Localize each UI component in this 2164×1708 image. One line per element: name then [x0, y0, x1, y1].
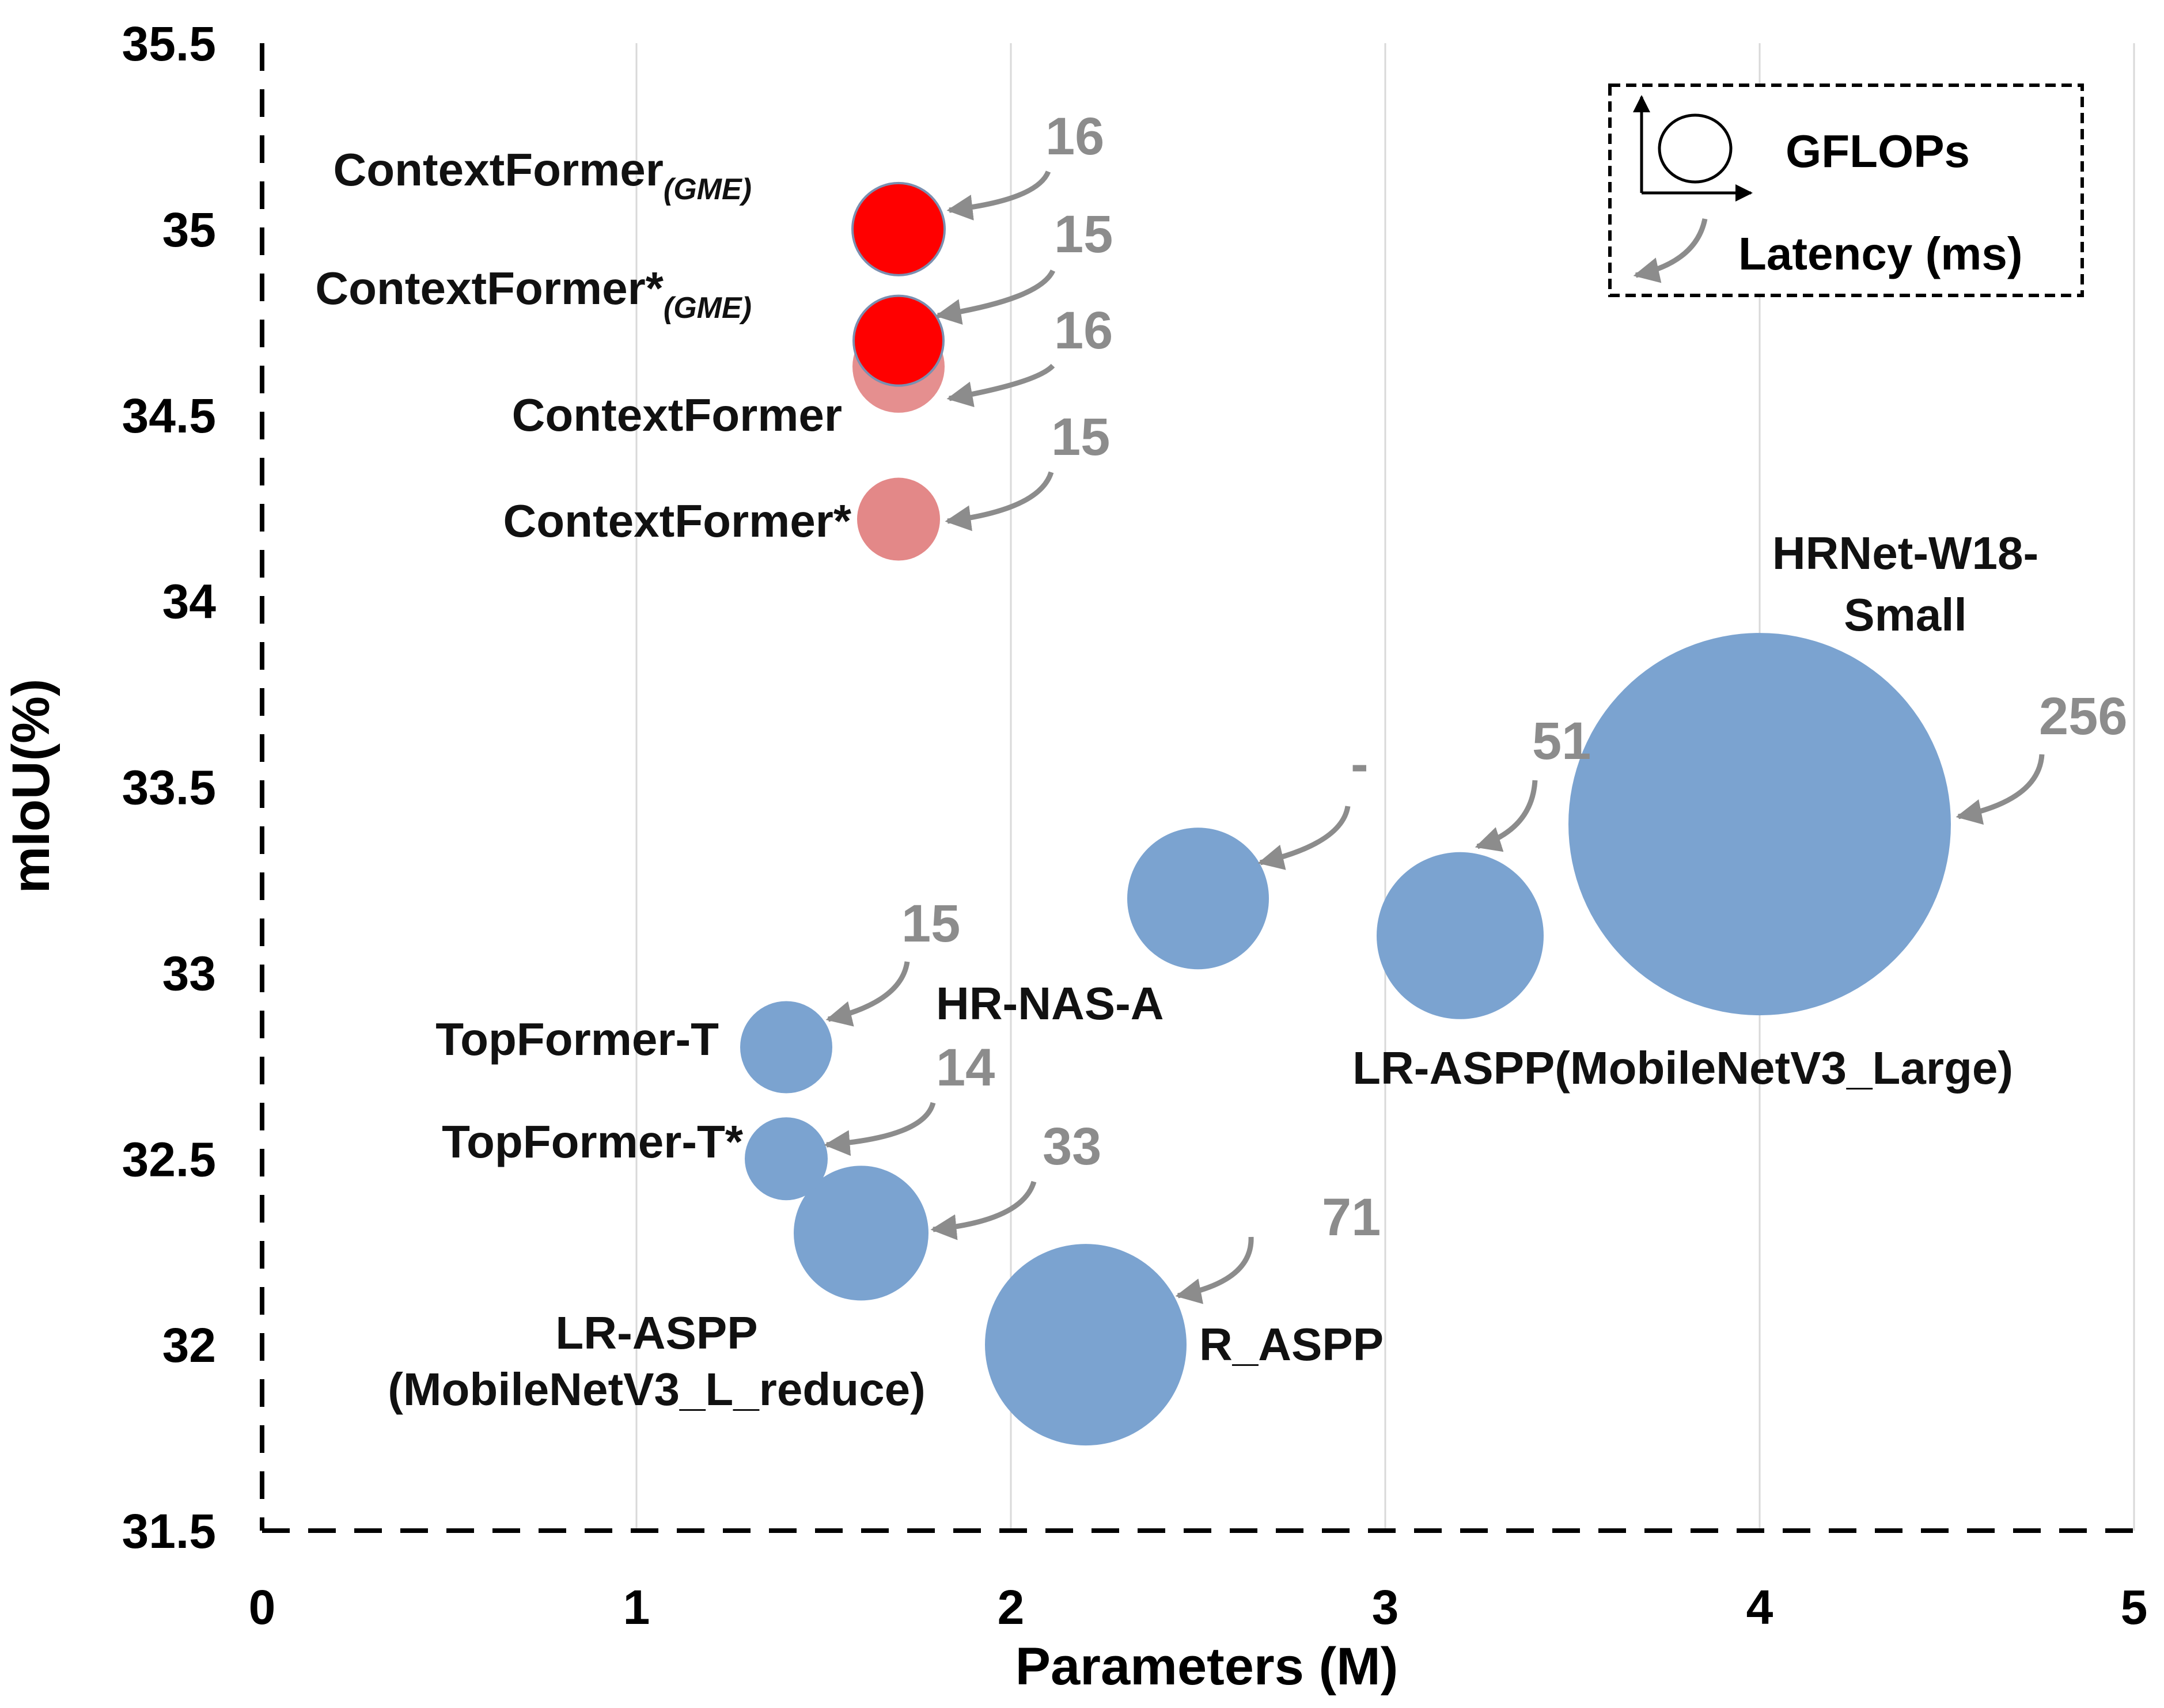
point-label-subscript: (GME) — [664, 291, 752, 325]
latency-arrow — [946, 170, 1051, 221]
y-tick-label: 34 — [162, 575, 217, 629]
x-tick-label: 5 — [2121, 1580, 2148, 1634]
latency-label: 16 — [1054, 301, 1113, 360]
latency-label: 14 — [936, 1038, 995, 1097]
data-bubble — [794, 1166, 928, 1301]
point-label: R_ASPP — [1199, 1319, 1384, 1370]
latency-label: 256 — [2039, 687, 2128, 746]
y-tick-label: 35.5 — [122, 17, 217, 71]
legend-box — [1608, 83, 2084, 297]
point-label: TopFormer-T* — [442, 1116, 744, 1167]
point-label: HRNet-W18- — [1772, 527, 2038, 579]
bubble-layer — [740, 181, 1951, 1446]
latency-label: - — [1351, 735, 1369, 794]
x-tick-label: 4 — [1746, 1580, 1773, 1634]
x-tick-label: 3 — [1372, 1580, 1399, 1634]
latency-label: 15 — [1054, 205, 1113, 264]
latency-arrow — [1955, 754, 2045, 825]
latency-arrow — [945, 471, 1054, 532]
data-bubble — [985, 1244, 1187, 1446]
y-tick-label: 34.5 — [122, 389, 217, 443]
point-label-subscript: (GME) — [664, 173, 752, 206]
latency-arrow — [825, 961, 910, 1027]
latency-label: 51 — [1532, 712, 1591, 771]
point-label: ContextFormer(GME) — [333, 144, 752, 206]
point-label: LR-ASPP — [555, 1307, 757, 1358]
data-bubble — [740, 1001, 832, 1094]
point-label: ContextFormer*(GME) — [315, 263, 752, 325]
latency-label: 71 — [1322, 1188, 1381, 1247]
point-label: TopFormer-T — [435, 1014, 719, 1065]
data-bubble — [1127, 828, 1269, 970]
data-bubble — [1568, 633, 1951, 1016]
data-bubble — [1377, 852, 1544, 1019]
legend: GFLOPs Latency (ms) — [1608, 83, 2084, 297]
latency-arrow — [1175, 1236, 1254, 1304]
legend-bubble-icon — [1658, 113, 1733, 184]
y-axis-title: mIoU(%) — [2, 678, 60, 893]
latency-arrow — [930, 1181, 1037, 1240]
point-label: ContextFormer — [512, 389, 842, 441]
data-bubble — [745, 1117, 828, 1201]
legend-latency-label: Latency (ms) — [1738, 228, 2022, 279]
data-bubble — [857, 477, 940, 561]
point-label-line2: Small — [1844, 589, 1966, 640]
x-axis-title: Parameters (M) — [1015, 1637, 1399, 1696]
y-tick-label: 35 — [162, 203, 216, 257]
data-bubble — [851, 181, 946, 276]
legend-latency-arrow — [1633, 218, 1708, 283]
y-tick-labels: 31.5 32 32.5 33 33.5 34 34.5 35 35.5 — [122, 17, 217, 1558]
x-tick-label: 1 — [623, 1580, 650, 1634]
legend-size-label: GFLOPs — [1786, 126, 1970, 177]
point-label: LR-ASPP(MobileNetV3_Large) — [1352, 1042, 2013, 1094]
latency-label: 15 — [901, 894, 960, 953]
y-tick-label: 31.5 — [122, 1504, 217, 1558]
y-tick-label: 32.5 — [122, 1132, 217, 1186]
latency-arrow — [946, 363, 1055, 408]
point-label-line2: (MobileNetV3_L_reduce) — [388, 1364, 926, 1415]
data-bubble — [852, 294, 945, 387]
latency-arrow — [1475, 780, 1538, 852]
x-tick-label: 2 — [998, 1580, 1025, 1634]
latency-arrow — [935, 269, 1056, 325]
y-tick-label: 33.5 — [122, 761, 217, 815]
latency-label: 16 — [1045, 107, 1104, 166]
point-label: ContextFormer* — [503, 495, 851, 546]
y-tick-label: 32 — [162, 1318, 216, 1372]
latency-label: 33 — [1043, 1117, 1101, 1176]
latency-label: 15 — [1051, 408, 1110, 466]
latency-arrow — [1257, 806, 1351, 870]
y-tick-label: 33 — [162, 946, 216, 1000]
x-tick-labels: 0 1 2 3 4 5 — [249, 1580, 2148, 1634]
latency-arrow — [824, 1102, 936, 1156]
point-label: HR-NAS-A — [936, 978, 1164, 1029]
x-tick-label: 0 — [249, 1580, 276, 1634]
axes — [260, 43, 2134, 1533]
